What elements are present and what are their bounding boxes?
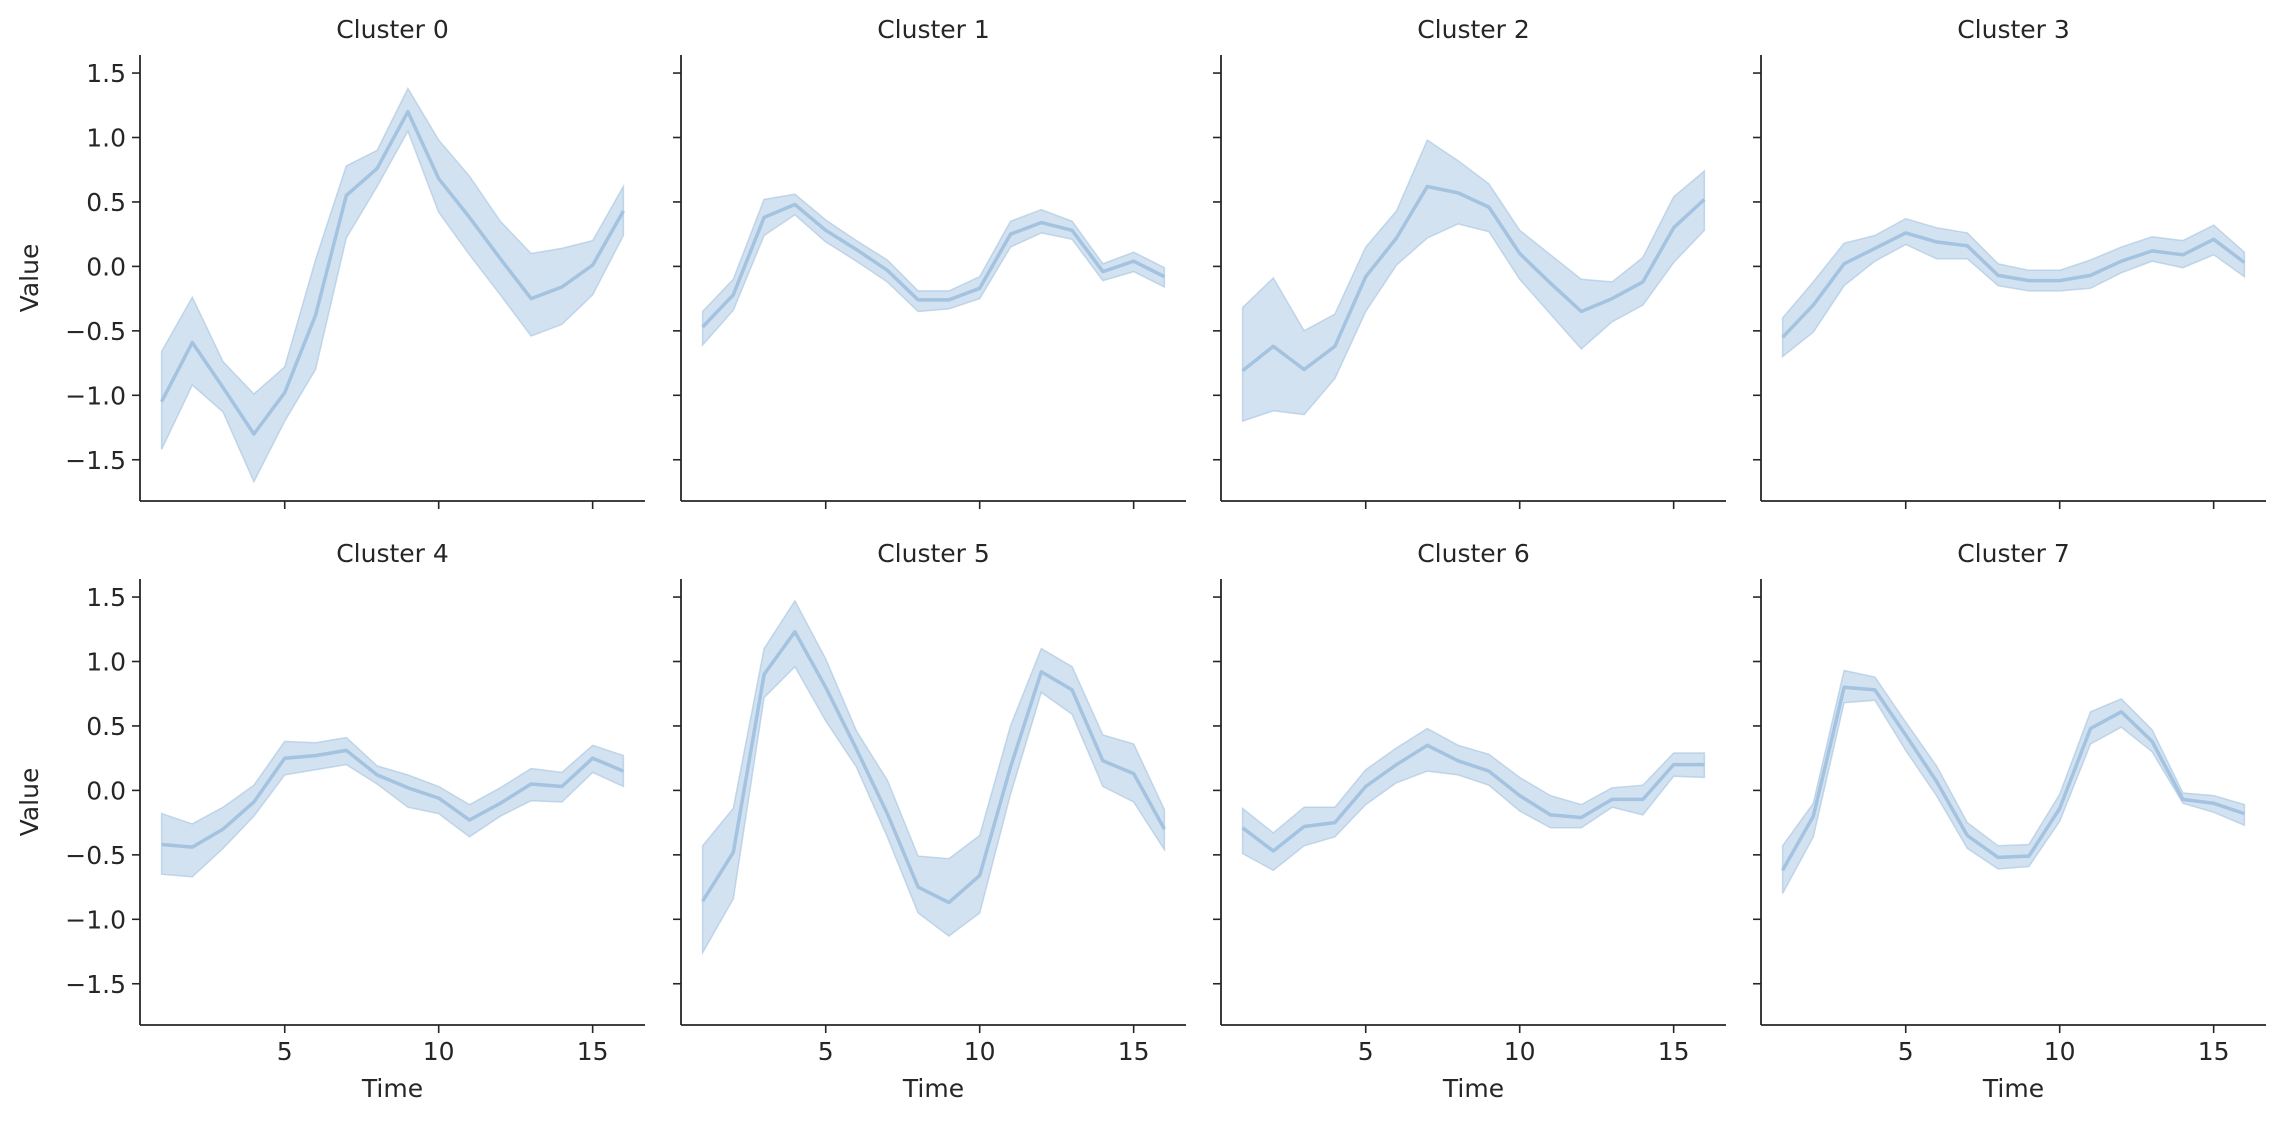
- x-axis-label: Time: [902, 1074, 964, 1103]
- y-tick-label: 1.0: [86, 647, 126, 676]
- y-tick-label: 1.5: [86, 59, 126, 88]
- panel-title: Cluster 1: [877, 15, 990, 44]
- panel-cluster-6: Cluster 6 5 10 15 Time: [1213, 539, 1726, 1103]
- panel-cluster-1: Cluster 1: [673, 15, 1186, 509]
- y-axis-label: Value: [15, 244, 44, 313]
- x-tick-label: 5: [277, 1037, 293, 1066]
- confidence-band: [1781, 217, 2246, 359]
- confidence-band: [701, 599, 1166, 956]
- x-axis-label: Time: [361, 1074, 423, 1103]
- y-tick-label: 0.5: [86, 712, 126, 741]
- x-tick-label: 5: [1358, 1037, 1374, 1066]
- mean-line: [701, 202, 1166, 329]
- panel-title: Cluster 5: [877, 539, 990, 568]
- mean-line: [1781, 685, 2245, 872]
- y-tick-label: −1.5: [65, 446, 126, 475]
- panel-title: Cluster 7: [1957, 539, 2070, 568]
- y-tick-label: −0.5: [65, 317, 126, 346]
- x-tick-label: 10: [964, 1037, 996, 1066]
- mean-line: [1241, 743, 1705, 853]
- panel-cluster-3: Cluster 3: [1753, 15, 2266, 509]
- panel-title: Cluster 0: [336, 15, 449, 44]
- x-tick-label: 15: [2198, 1037, 2230, 1066]
- confidence-band: [701, 193, 1166, 347]
- y-tick-label: −1.0: [65, 381, 126, 410]
- mean-line: [1241, 184, 1706, 373]
- panel-cluster-7: Cluster 7 5 10 15 Time: [1753, 539, 2266, 1103]
- confidence-band: [160, 86, 625, 484]
- panel-cluster-5: Cluster 5 5 10 15 Time: [673, 539, 1186, 1103]
- panel-title: Cluster 3: [1957, 15, 2070, 44]
- mean-line: [701, 630, 1166, 905]
- y-tick-label: 0.0: [86, 252, 126, 281]
- x-tick-label: 15: [1658, 1037, 1690, 1066]
- y-tick-label: −1.0: [65, 905, 126, 934]
- confidence-band: [160, 736, 625, 878]
- panel-title: Cluster 2: [1417, 15, 1530, 44]
- y-tick-label: −1.5: [65, 970, 126, 999]
- mean-line: [160, 109, 625, 436]
- panel-cluster-4: Cluster 4 −1.5 −1.0 −0.5 0.0 0.5 1.0 1.5 5 10 15 Ti…: [15, 539, 645, 1103]
- x-tick-label: 5: [1898, 1037, 1914, 1066]
- panel-title: Cluster 6: [1417, 539, 1530, 568]
- y-axis-label: Value: [15, 768, 44, 837]
- y-tick-label: −0.5: [65, 841, 126, 870]
- panel-cluster-0: Cluster 0 −1.5 −1.0 −0.5 0.0 0.5 1.0 1.5 Value: [15, 15, 645, 509]
- y-tick-label: 1.0: [86, 123, 126, 152]
- y-tick-label: 0.0: [86, 776, 126, 805]
- confidence-band: [1241, 138, 1706, 423]
- mean-line: [1781, 231, 2246, 339]
- x-tick-label: 15: [1118, 1037, 1150, 1066]
- x-tick-label: 10: [2044, 1037, 2076, 1066]
- panel-title: Cluster 4: [336, 539, 449, 568]
- x-axis-label: Time: [1442, 1074, 1504, 1103]
- mean-line: [161, 748, 625, 849]
- x-tick-label: 15: [577, 1037, 609, 1066]
- y-tick-label: 1.5: [86, 583, 126, 612]
- y-tick-label: 0.5: [86, 188, 126, 217]
- panel-cluster-2: Cluster 2: [1213, 15, 1726, 509]
- x-tick-label: 10: [423, 1037, 455, 1066]
- x-tick-label: 5: [818, 1037, 834, 1066]
- x-axis-label: Time: [1982, 1074, 2044, 1103]
- x-tick-label: 10: [1504, 1037, 1536, 1066]
